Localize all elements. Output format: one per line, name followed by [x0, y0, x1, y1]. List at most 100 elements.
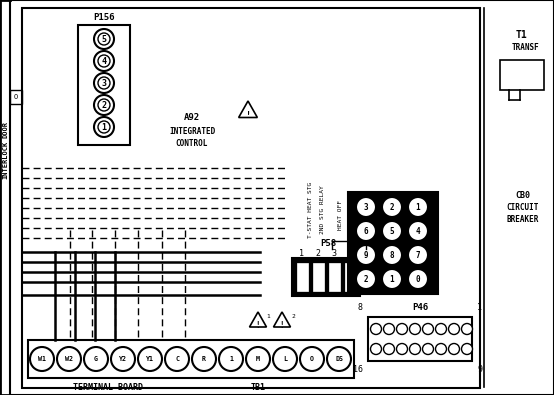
Text: DOOR: DOOR	[2, 122, 8, 139]
Text: 5: 5	[101, 34, 106, 43]
Bar	[297, 263, 308, 291]
Text: 1: 1	[300, 250, 305, 258]
Circle shape	[300, 347, 324, 371]
Circle shape	[461, 344, 473, 354]
Circle shape	[423, 344, 433, 354]
Text: HEAT OFF: HEAT OFF	[337, 200, 342, 230]
Text: 16: 16	[353, 365, 363, 374]
Circle shape	[408, 221, 428, 241]
Text: TERMINAL BOARD: TERMINAL BOARD	[73, 384, 143, 393]
Circle shape	[383, 324, 394, 335]
Text: 1: 1	[266, 314, 270, 318]
Text: M: M	[256, 356, 260, 362]
Text: 7: 7	[416, 250, 420, 260]
Circle shape	[94, 29, 114, 49]
Circle shape	[449, 344, 459, 354]
Text: 4: 4	[416, 226, 420, 235]
Text: Y2: Y2	[119, 356, 127, 362]
Bar	[28, 340, 354, 378]
Text: 3: 3	[331, 250, 336, 258]
Polygon shape	[274, 312, 290, 327]
Text: INTEGRATED: INTEGRATED	[169, 128, 215, 137]
Text: G: G	[94, 356, 98, 362]
Circle shape	[449, 324, 459, 335]
Text: CIRCUIT: CIRCUIT	[507, 203, 539, 213]
Circle shape	[94, 73, 114, 93]
Polygon shape	[239, 101, 258, 117]
Bar	[368, 317, 472, 361]
Circle shape	[84, 347, 108, 371]
Circle shape	[327, 347, 351, 371]
Text: 2ND STG RELAY: 2ND STG RELAY	[321, 186, 326, 234]
Circle shape	[165, 347, 189, 371]
Circle shape	[435, 324, 447, 335]
Text: !: !	[256, 322, 260, 331]
Text: R: R	[202, 356, 206, 362]
Text: CB0: CB0	[516, 190, 531, 199]
Text: 4: 4	[347, 250, 352, 258]
Text: 8: 8	[389, 250, 394, 260]
Bar	[500, 60, 544, 90]
Circle shape	[382, 245, 402, 265]
Circle shape	[98, 121, 110, 133]
Text: 2: 2	[101, 100, 106, 109]
Text: TB1: TB1	[250, 384, 265, 393]
Circle shape	[397, 344, 408, 354]
Circle shape	[98, 99, 110, 111]
Bar	[345, 263, 356, 291]
Circle shape	[382, 221, 402, 241]
Circle shape	[98, 77, 110, 89]
Circle shape	[273, 347, 297, 371]
Text: 9: 9	[363, 250, 368, 260]
Text: A92: A92	[184, 113, 200, 122]
Text: 3: 3	[101, 79, 106, 88]
Circle shape	[94, 51, 114, 71]
Circle shape	[423, 324, 433, 335]
Text: 2: 2	[389, 203, 394, 211]
Text: 1: 1	[478, 303, 483, 312]
Text: 2: 2	[363, 275, 368, 284]
Bar	[348, 192, 438, 294]
Text: T-STAT HEAT STG: T-STAT HEAT STG	[307, 182, 312, 238]
Circle shape	[397, 324, 408, 335]
Text: !: !	[280, 322, 284, 331]
Bar	[313, 263, 324, 291]
Text: CONTROL: CONTROL	[176, 139, 208, 149]
Circle shape	[192, 347, 216, 371]
Text: 1: 1	[229, 356, 233, 362]
Text: O: O	[310, 356, 314, 362]
Circle shape	[30, 347, 54, 371]
Circle shape	[111, 347, 135, 371]
Text: 9: 9	[478, 365, 483, 374]
Text: RELAY: RELAY	[350, 201, 355, 219]
Text: W2: W2	[65, 356, 73, 362]
Circle shape	[356, 221, 376, 241]
Circle shape	[409, 344, 420, 354]
Circle shape	[356, 197, 376, 217]
Text: TRANSF: TRANSF	[512, 43, 540, 53]
Text: INTERLOCK: INTERLOCK	[2, 141, 8, 179]
Circle shape	[219, 347, 243, 371]
Bar	[22, 8, 480, 388]
Circle shape	[57, 347, 81, 371]
Circle shape	[356, 269, 376, 289]
Text: L: L	[283, 356, 287, 362]
Bar	[329, 263, 340, 291]
Circle shape	[371, 324, 382, 335]
Text: 5: 5	[389, 226, 394, 235]
Text: !: !	[245, 111, 250, 120]
Circle shape	[408, 197, 428, 217]
Text: P58: P58	[320, 239, 336, 248]
Bar	[292, 258, 360, 296]
Circle shape	[408, 269, 428, 289]
Text: 6: 6	[363, 226, 368, 235]
Circle shape	[435, 344, 447, 354]
Text: 3: 3	[363, 203, 368, 211]
Circle shape	[94, 117, 114, 137]
Circle shape	[98, 33, 110, 45]
Text: DS: DS	[335, 356, 343, 362]
Text: 1: 1	[416, 203, 420, 211]
Text: 1: 1	[101, 122, 106, 132]
Text: C: C	[175, 356, 179, 362]
Text: P156: P156	[93, 13, 115, 21]
